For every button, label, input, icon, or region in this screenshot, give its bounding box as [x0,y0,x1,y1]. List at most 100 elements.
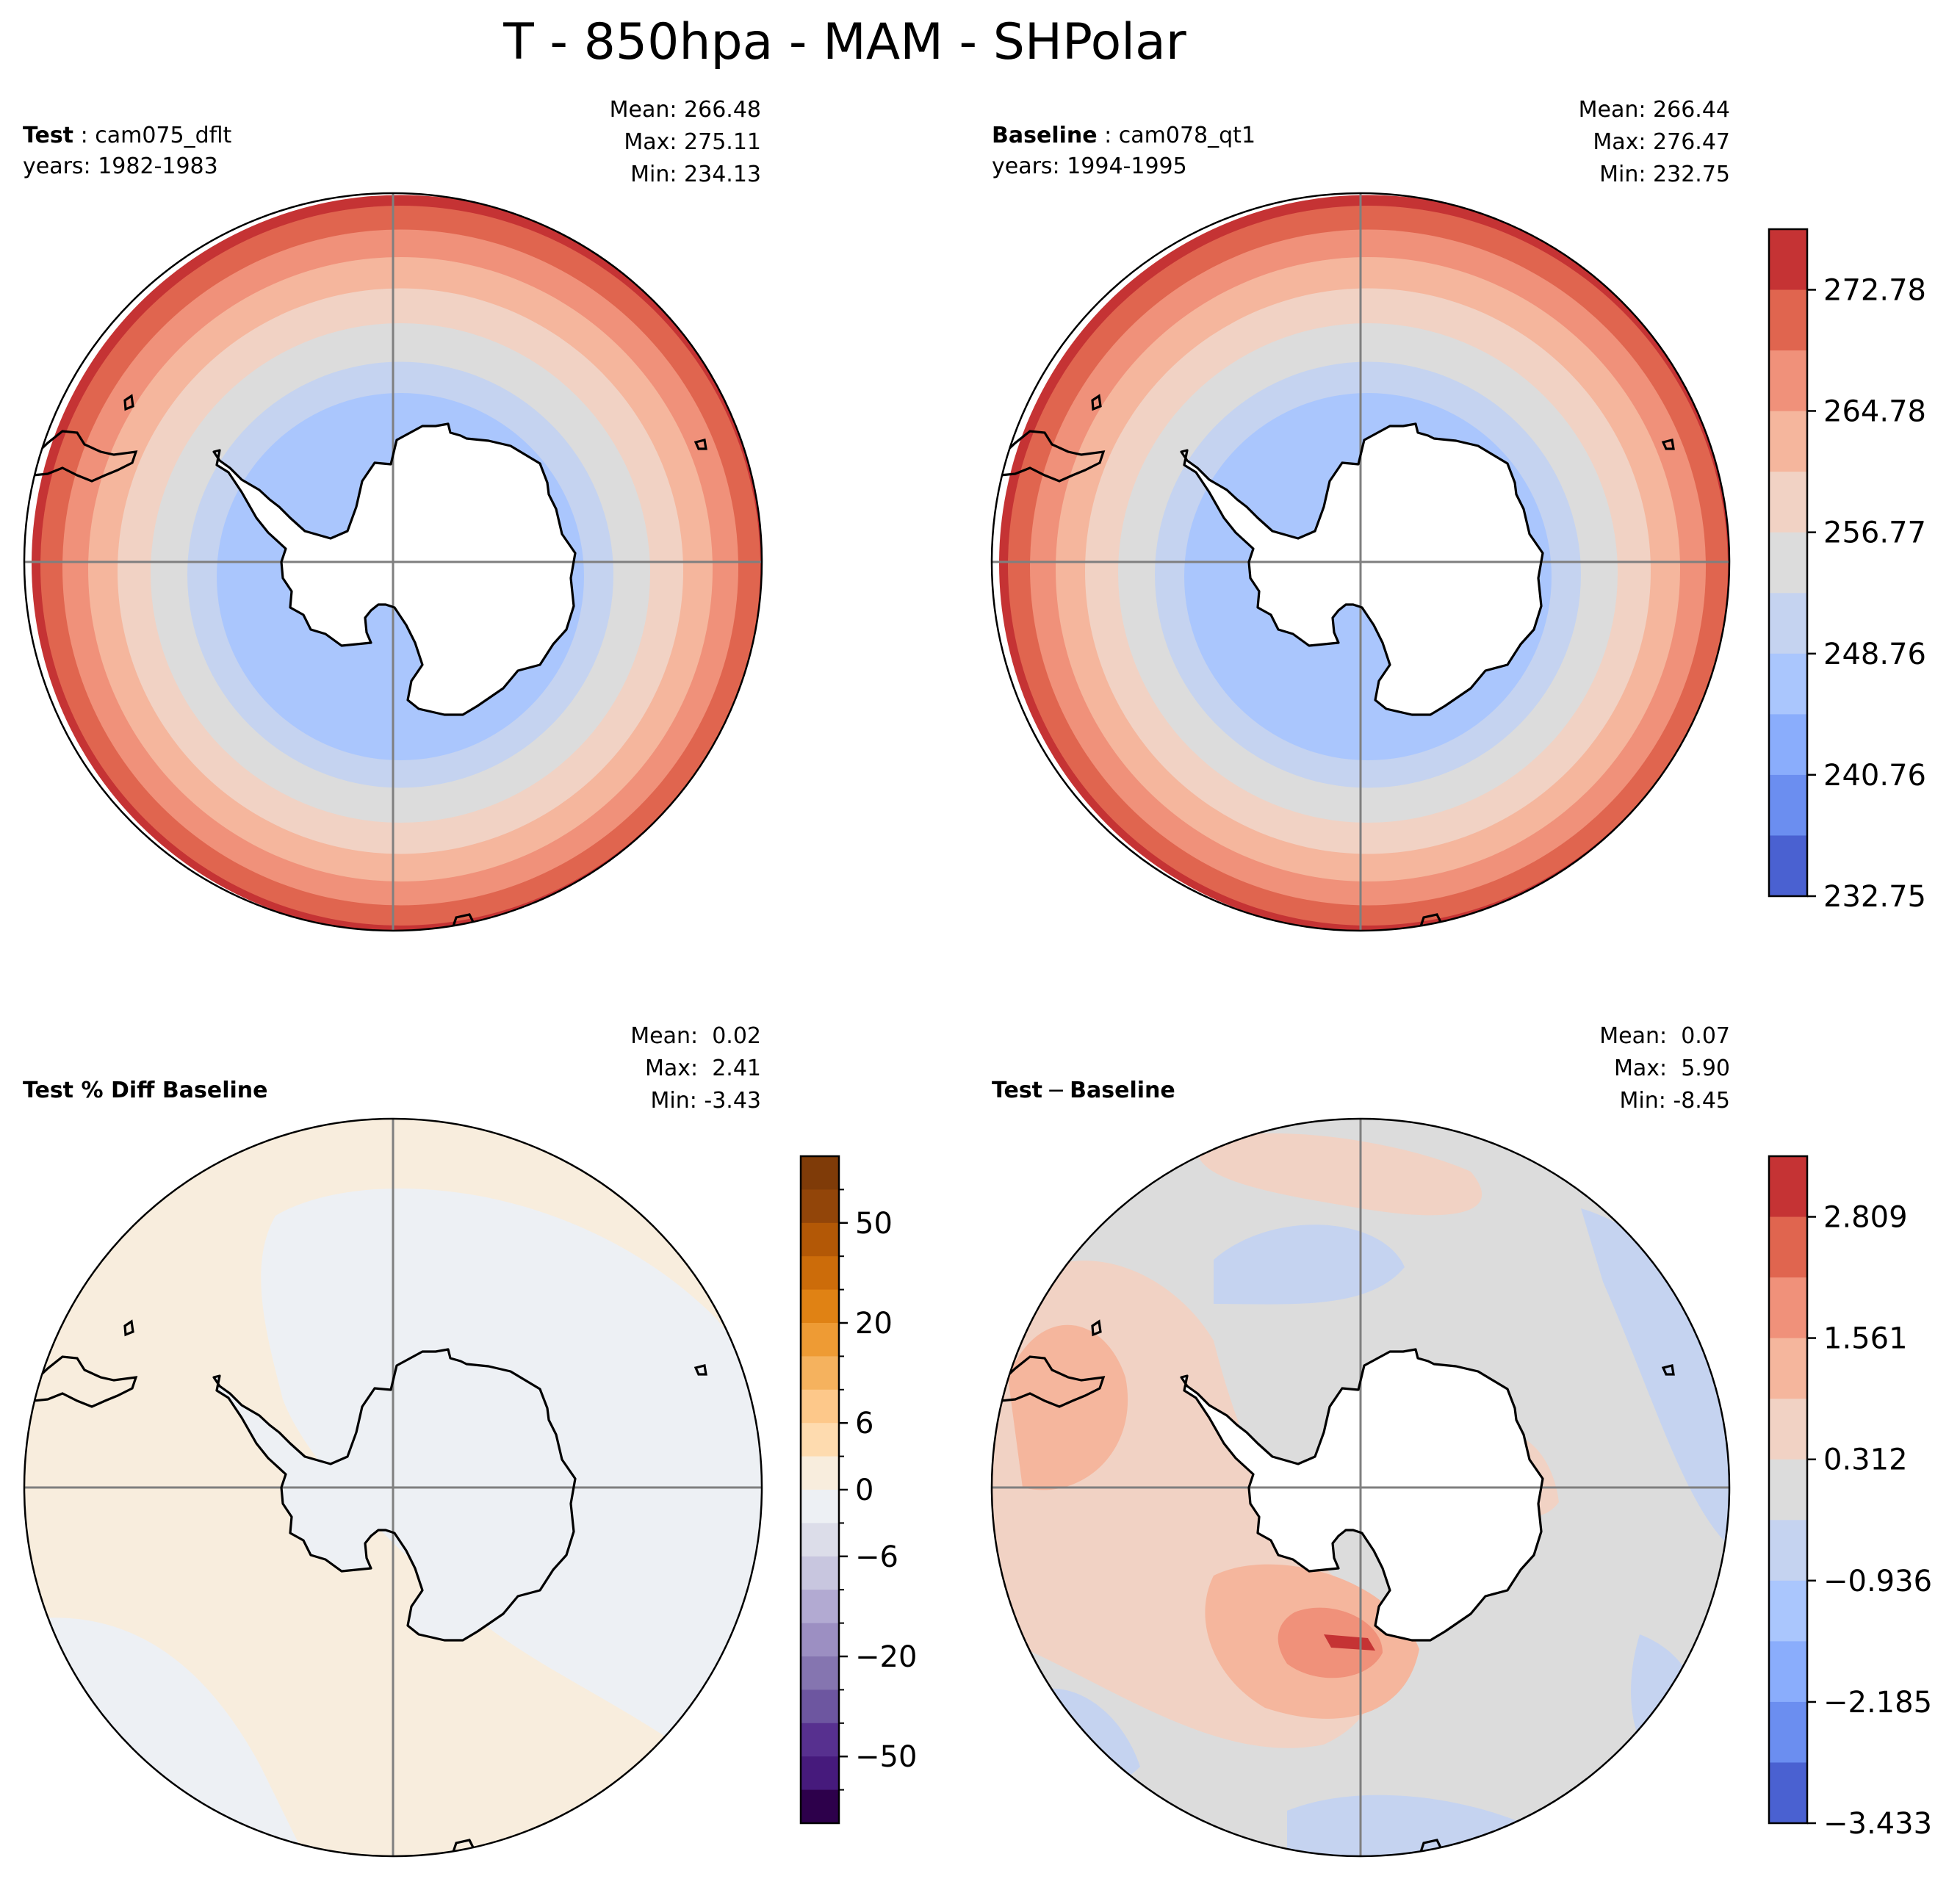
pct-colorbar-segment [801,1523,839,1557]
diff-colorbar: 2.809 1.561 0.312 −0.936 −2.185 −3.433 [1768,1155,1932,1841]
diff-antarctica-coast [1180,1348,1544,1642]
diff-max: Max: 5.90 [1614,1056,1730,1081]
pct-map-boundary [23,1117,763,1858]
test-label-sep: : [73,123,96,148]
pct-colorbar-tick-label: −50 [855,1740,917,1774]
baseline-colorbar-segment [1769,411,1807,472]
pct-colorbar-segment [801,1623,839,1657]
pct-colorbar-segment [801,1789,839,1824]
baseline-label: Baseline [992,123,1098,148]
baseline-colorbar-segment [1769,593,1807,654]
baseline-years: years: 1994-1995 [992,154,1187,179]
pct-colorbar-segment [801,1222,839,1257]
diff-antarctica-mask [1181,1349,1543,1640]
baseline-map-boundary [990,192,1731,932]
test-map [24,193,762,931]
diff-min: Min: -8.45 [1619,1088,1731,1114]
test-min: Min: 234.13 [630,162,761,187]
diff-warm-max [1324,1634,1375,1651]
pct-colorbar-segment [801,1289,839,1324]
baseline-falkland-islands [1091,394,1102,411]
test-falkland-islands [123,394,134,411]
pct-diff-mean: Mean: 0.02 [630,1023,761,1049]
diff-colorbar-tick-label: −0.936 [1823,1565,1932,1598]
diff-mean: Mean: 0.07 [1599,1023,1730,1049]
diff-colorbar-segment [1769,1762,1807,1824]
baseline-colorbar-segment [1769,714,1807,776]
diff-south-georgia [1661,1364,1675,1376]
pct-diff-stats: Mean: 0.02 Max: 2.41 Min: -3.43 [630,1020,761,1117]
diff-colorbar-segment [1769,1580,1807,1642]
pct-colorbar-segment [801,1689,839,1724]
diff-title-sep: − [1047,1078,1066,1103]
baseline-colorbar-segment [1769,653,1807,715]
test-south-georgia [693,439,707,450]
diff-colorbar-segment [1769,1459,1807,1521]
pct-falkland-islands [123,1319,134,1337]
pct-colorbar-segment [801,1423,839,1457]
baseline-south-georgia [1661,439,1675,450]
diff-cool-se [1631,1634,1700,1781]
baseline-min: Min: 232.75 [1599,162,1730,187]
diff-map-boundary [990,1117,1731,1858]
diff-colorbar-segment [1769,1701,1807,1764]
test-max: Max: 275.11 [624,129,761,155]
diff-cool-ne [1214,1225,1405,1305]
pct-colorbar-tick-label: 20 [855,1307,893,1341]
diff-stats: Mean: 0.07 Max: 5.90 Min: -8.45 [1599,1020,1730,1117]
baseline-label-sep: : [1097,123,1119,148]
pct-colorbar-tick-label: −20 [855,1640,917,1674]
diff-title-b: Baseline [1070,1078,1175,1103]
test-case-name: cam075_dflt [95,123,232,148]
diff-south-america-coast [992,1355,1106,1408]
test-case-label: Test : cam075_dflt [23,120,231,152]
pct-diff-min: Min: -3.43 [650,1088,762,1114]
baseline-antarctica-coast [1180,422,1544,716]
pct-diff-map [24,1119,762,1856]
pct-colorbar-segment [801,1189,839,1224]
pct-colorbar-segment [801,1590,839,1624]
baseline-colorbar-frame [1768,228,1809,898]
baseline-new-zealand-coast [1417,913,1443,931]
diff-title: Test − Baseline [992,1075,1175,1107]
baseline-case-name: cam078_qt1 [1118,123,1256,148]
baseline-map [992,193,1729,931]
baseline-colorbar-tick-label: 240.76 [1823,759,1926,793]
diff-falkland-islands [1091,1319,1102,1337]
baseline-colorbar-tick-label: 264.78 [1823,394,1926,428]
pct-diff-colorbar: 50 20 6 0 −6 −20 −50 [799,1155,917,1825]
diff-colorbar-segment [1769,1156,1807,1218]
baseline-mean: Mean: 266.44 [1578,97,1730,123]
test-antarctica-mask [214,424,575,715]
pct-colorbar-segment [801,1656,839,1690]
pct-colorbar-segment [801,1356,839,1391]
figure-title: T - 850hpa - MAM - SHPolar [503,13,1186,71]
baseline-colorbar-tick-label: 248.76 [1823,638,1926,671]
baseline-colorbar-segment [1769,835,1807,897]
baseline-colorbar-tick-label: 272.78 [1823,273,1926,307]
diff-colorbar-segment [1769,1277,1807,1339]
test-label: Test [23,123,74,148]
baseline-colorbar-segment [1769,289,1807,351]
diff-colorbar-segment [1769,1520,1807,1582]
baseline-stats: Mean: 266.44 Max: 276.47 Min: 232.75 [1579,94,1730,191]
diff-warm-sw-patch [1008,1324,1128,1490]
pct-colorbar-segment [801,1323,839,1357]
baseline-antarctica-mask [1181,424,1543,715]
diff-new-zealand-coast [1417,1839,1443,1856]
pct-new-zealand-coast [450,1839,475,1856]
diff-colorbar-tick-label: 0.312 [1823,1443,1908,1477]
pct-colorbar-segment [801,1490,839,1523]
test-new-zealand-coast [450,913,475,931]
baseline-colorbar-segment [1769,774,1807,837]
diff-colorbar-tick-label: 1.561 [1823,1322,1908,1356]
test-mean: Mean: 266.48 [609,97,761,123]
test-stats: Mean: 266.48 Max: 275.11 Min: 234.13 [610,94,761,191]
pct-colorbar-tick-label: 50 [855,1207,893,1241]
pct-antarctica-fill [214,1349,575,1640]
pct-colorbar-tick-label: −6 [855,1540,898,1574]
baseline-colorbar-segment [1769,350,1807,412]
baseline-max: Max: 276.47 [1593,129,1730,155]
baseline-colorbar-tick-label: 232.75 [1823,880,1926,914]
